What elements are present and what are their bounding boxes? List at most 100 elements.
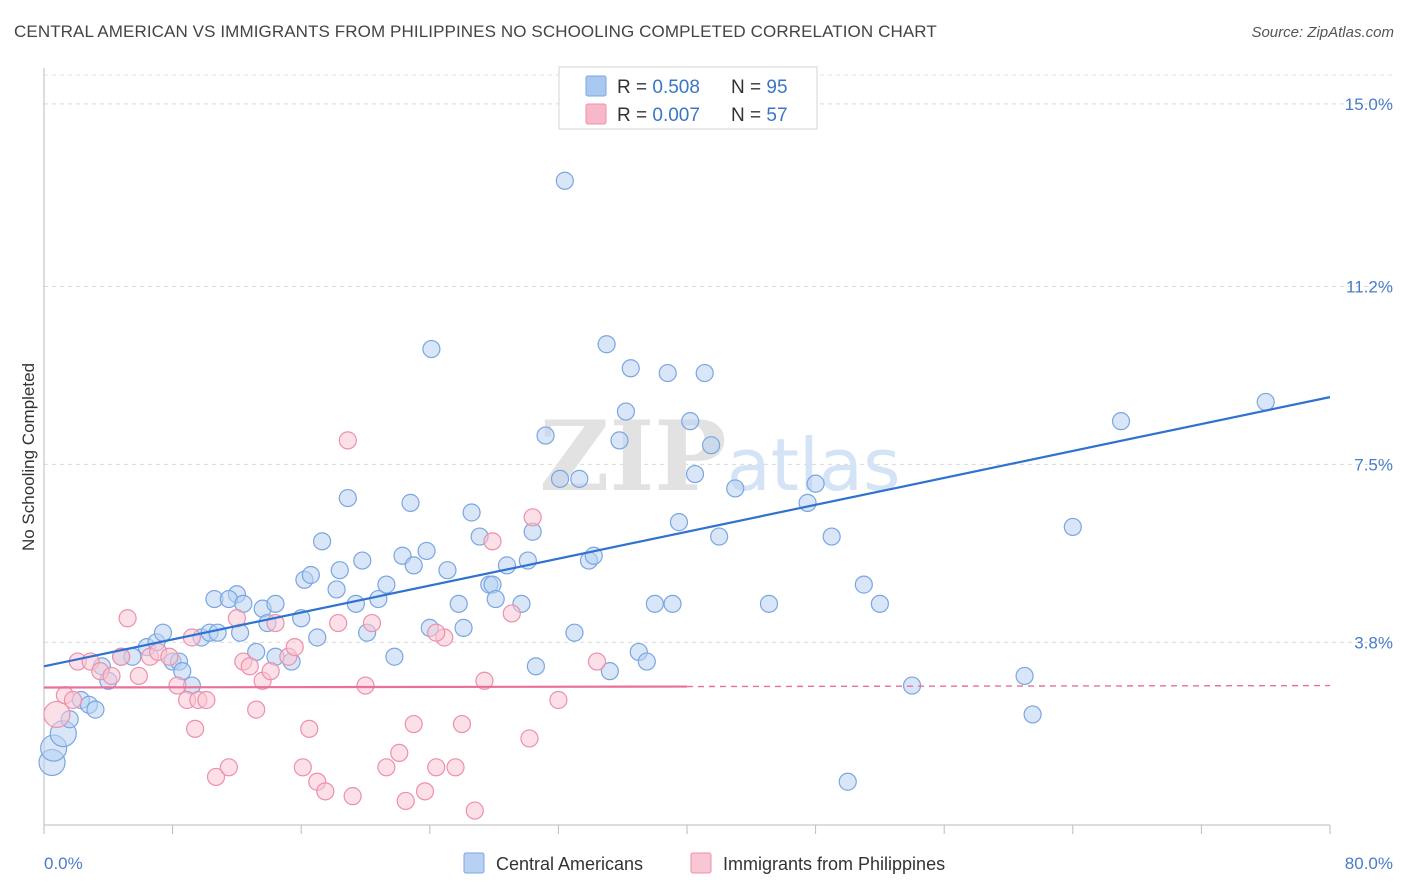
philippines-point xyxy=(43,700,71,729)
legend-row-text: R = 0.508 N = 95 xyxy=(617,77,788,98)
central-american-point xyxy=(616,402,636,421)
philippines-point xyxy=(502,604,521,623)
central-american-point xyxy=(822,527,841,546)
series-legend: Central Americans Immigrants from Philipp… xyxy=(463,852,945,874)
philippines-point xyxy=(197,690,216,710)
central-american-point xyxy=(404,556,423,575)
central-american-point xyxy=(462,503,481,522)
watermark: ZIPatlas xyxy=(539,400,900,513)
watermark-atlas: atlas xyxy=(727,423,901,507)
central-american-point xyxy=(726,479,745,498)
philippines-trend-extension xyxy=(686,684,1331,688)
central-american-point xyxy=(330,561,349,580)
legend-swatch xyxy=(585,103,607,125)
central-american-point xyxy=(1023,705,1042,724)
legend-row-text: R = 0.007 N = 57 xyxy=(617,105,788,126)
philippines-point xyxy=(396,791,415,811)
philippines-point xyxy=(427,623,446,642)
central-american-point xyxy=(486,589,505,609)
legend-swatch xyxy=(585,75,607,97)
central-american-point xyxy=(597,335,616,354)
philippines-point xyxy=(240,657,259,676)
central-american-point xyxy=(449,594,468,613)
r-label: R = xyxy=(617,105,652,126)
central-american-point xyxy=(377,575,396,594)
philippines-point xyxy=(285,638,304,657)
n-value: 95 xyxy=(766,77,787,98)
central-american-point xyxy=(663,594,682,613)
central-american-point xyxy=(1111,412,1131,431)
philippines-point xyxy=(168,676,187,695)
philippines-point xyxy=(329,613,348,633)
philippines-point xyxy=(186,719,205,738)
central-american-point xyxy=(312,532,332,551)
central-american-point xyxy=(621,359,640,378)
central-american-point xyxy=(422,339,441,359)
central-american-point xyxy=(854,575,873,594)
r-value: 0.007 xyxy=(652,105,700,126)
central-american-point xyxy=(695,363,714,383)
trend-lines xyxy=(43,396,1331,689)
central-american-point xyxy=(454,618,473,637)
y-tick-labels: 3.8% 7.5% 11.2% 15.0% xyxy=(1345,95,1393,652)
legend-swatch xyxy=(690,852,712,874)
central-american-point xyxy=(555,171,574,190)
central-american-point xyxy=(565,623,584,642)
central-american-point xyxy=(338,488,357,508)
central-american-point xyxy=(536,426,555,445)
central-american-point xyxy=(806,474,825,493)
philippines-point xyxy=(465,801,484,820)
central-american-point xyxy=(208,623,227,642)
central-american-point xyxy=(658,363,677,383)
central-american-point xyxy=(870,594,890,613)
central-american-point xyxy=(1015,666,1034,686)
central-american-point xyxy=(600,662,619,681)
philippines-point xyxy=(452,714,472,734)
philippines-point xyxy=(112,647,131,666)
philippines-point xyxy=(338,431,357,450)
y-tick-label: 11.2% xyxy=(1346,278,1393,297)
central-american-point xyxy=(353,551,372,570)
philippines-point xyxy=(219,758,238,777)
philippines-point xyxy=(206,767,226,787)
correlation-legend: R = 0.508 N = 95 R = 0.007 N = 57 xyxy=(558,66,818,130)
chart-title: CENTRAL AMERICAN VS IMMIGRANTS FROM PHIL… xyxy=(14,22,937,41)
philippines-point xyxy=(300,719,319,738)
central-american-point xyxy=(401,493,420,512)
x-max-label: 80.0% xyxy=(1345,854,1393,873)
central-american-point xyxy=(301,565,320,585)
central-american-point xyxy=(838,772,857,791)
central-american-point xyxy=(1256,392,1275,412)
central-american-point xyxy=(385,647,404,666)
central-american-point xyxy=(346,594,365,613)
philippines-point xyxy=(63,690,83,710)
r-label: R = xyxy=(617,77,652,98)
philippines-point xyxy=(316,782,335,801)
philippines-point xyxy=(390,743,409,762)
philippines-point xyxy=(377,758,396,777)
central-american-point xyxy=(526,657,545,676)
central-american-point xyxy=(308,628,327,647)
central-american-point xyxy=(610,431,629,450)
philippines-point xyxy=(293,758,312,777)
philippines-point xyxy=(102,666,121,686)
central-american-point xyxy=(153,623,173,642)
philippines-point xyxy=(587,652,607,671)
philippines-point xyxy=(475,671,494,690)
central-american-point xyxy=(702,436,721,455)
philippines-trend xyxy=(43,685,688,689)
y-tick-label: 3.8% xyxy=(1354,633,1393,652)
philippines-point xyxy=(415,782,435,801)
philippines-point xyxy=(261,662,280,681)
philippines-point xyxy=(404,714,423,734)
legend-swatch xyxy=(463,852,485,874)
philippines-point xyxy=(362,613,382,633)
axes xyxy=(43,68,1331,834)
philippines-point xyxy=(160,647,179,666)
n-label: N = xyxy=(731,77,766,98)
central-american-point xyxy=(1063,517,1082,537)
central-american-point xyxy=(645,594,664,613)
legend-label: Central Americans xyxy=(496,854,643,874)
central-american-point xyxy=(681,412,700,431)
